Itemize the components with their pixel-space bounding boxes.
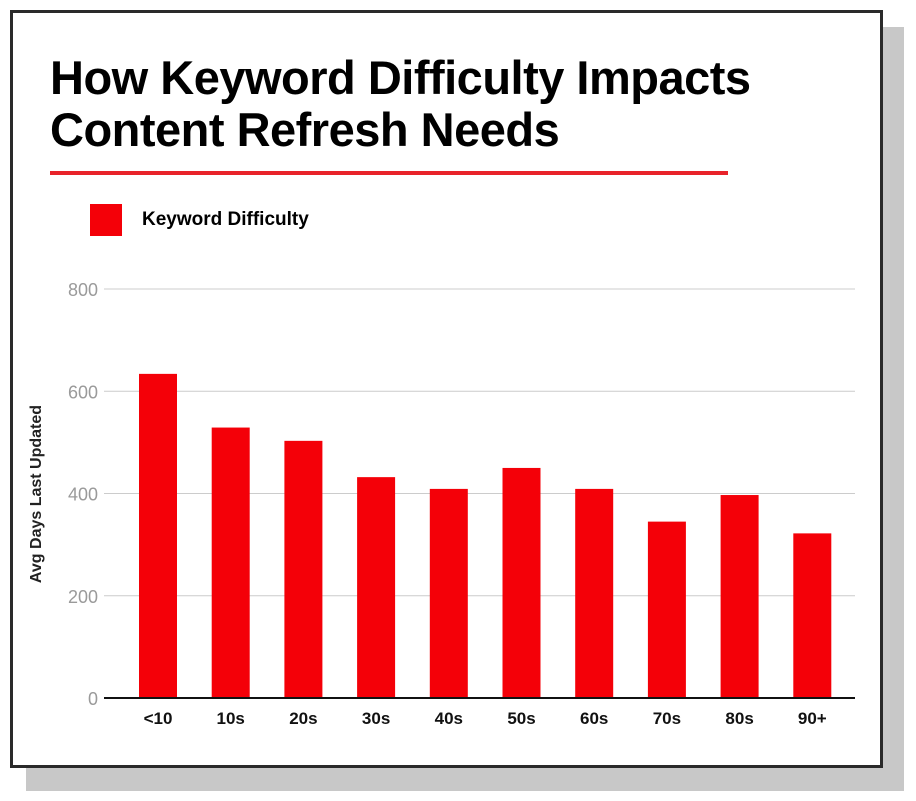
legend-label: Keyword Difficulty bbox=[142, 209, 309, 230]
x-tick-label: 40s bbox=[435, 709, 463, 728]
y-tick-label: 0 bbox=[88, 689, 98, 709]
y-tick-label: 400 bbox=[68, 485, 98, 505]
chart-title: How Keyword Difficulty Impacts Content R… bbox=[50, 51, 751, 156]
x-tick-label: 80s bbox=[725, 709, 753, 728]
bar bbox=[357, 477, 396, 698]
bar bbox=[139, 373, 177, 698]
x-tick-label: <10 bbox=[144, 709, 173, 728]
x-tick-label: 10s bbox=[217, 709, 245, 728]
bar bbox=[647, 521, 686, 698]
bar bbox=[211, 427, 250, 698]
y-tick-label: 800 bbox=[68, 280, 98, 300]
y-axis-title: Avg Days Last Updated bbox=[28, 405, 45, 583]
x-tick-label: 70s bbox=[653, 709, 681, 728]
bar bbox=[793, 533, 832, 698]
bar bbox=[720, 495, 759, 698]
y-tick-label: 200 bbox=[68, 587, 98, 607]
bar bbox=[429, 488, 468, 698]
legend-swatch bbox=[90, 204, 122, 236]
x-tick-label: 50s bbox=[507, 709, 535, 728]
x-tick-label: 90+ bbox=[798, 709, 827, 728]
bar bbox=[575, 488, 614, 698]
x-tick-label: 60s bbox=[580, 709, 608, 728]
title-underline bbox=[50, 171, 728, 175]
y-tick-label: 600 bbox=[68, 382, 98, 402]
bar bbox=[284, 440, 323, 698]
legend: Keyword Difficulty bbox=[90, 204, 309, 236]
x-tick-label: 20s bbox=[289, 709, 317, 728]
bar bbox=[502, 467, 541, 698]
x-tick-label: 30s bbox=[362, 709, 390, 728]
